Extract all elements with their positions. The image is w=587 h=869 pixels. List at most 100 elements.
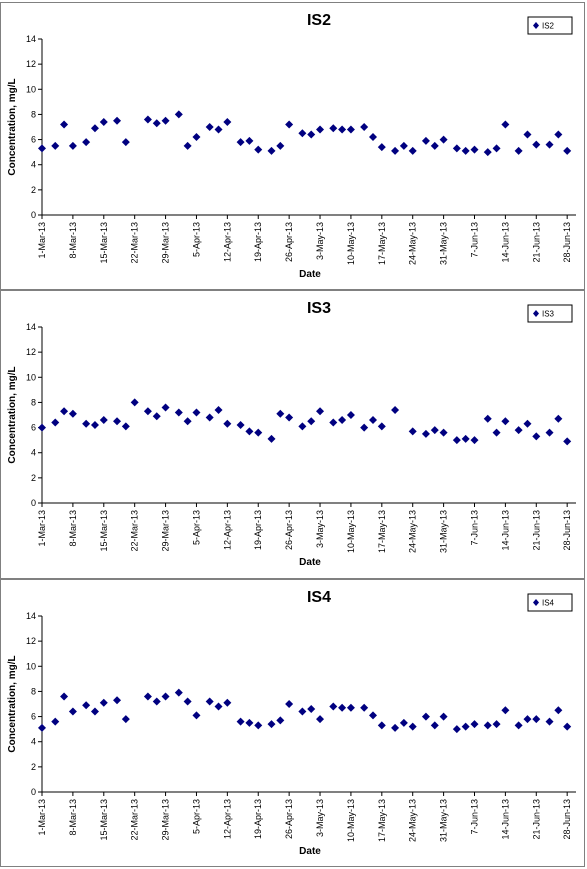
data-point (183, 417, 192, 426)
x-axis-label: Date (299, 269, 321, 280)
data-point (51, 141, 60, 150)
data-point (421, 712, 430, 721)
data-point (391, 146, 400, 155)
data-point (554, 130, 563, 139)
data-point (346, 411, 355, 419)
x-tick-label: 12-Apr-13 (222, 222, 232, 262)
x-tick-label: 7-Jun-13 (469, 799, 479, 835)
x-tick-label: 5-Apr-13 (191, 799, 201, 834)
y-tick-label: 6 (31, 135, 36, 145)
chart-panel-is4: IS4 IS4 0 2 4 6 8 10 12 14 1-Mar-13 8-Mar-13 15-Mar-… (0, 579, 585, 867)
data-point (360, 703, 369, 712)
x-tick-label: 26-Apr-13 (284, 222, 294, 262)
y-tick-label: 6 (31, 423, 36, 433)
data-point (329, 418, 338, 427)
y-tick-label: 4 (31, 448, 36, 458)
x-tick-label: 14-Jun-13 (500, 222, 510, 263)
data-point (223, 698, 232, 707)
data-point (68, 409, 77, 418)
data-point (408, 722, 417, 731)
chart-is3: IS3 IS3 0 2 4 6 8 10 12 14 1-Mar-13 8-Mar-13 15-Mar-… (7, 300, 576, 568)
y-tick-label: 4 (31, 737, 36, 747)
data-point (174, 110, 183, 119)
x-tick-label: 1-Mar-13 (37, 799, 47, 836)
data-point (285, 413, 294, 422)
y-tick-label: 2 (31, 762, 36, 772)
x-tick-label: 3-May-13 (315, 799, 325, 837)
x-tick-label: 22-Mar-13 (130, 799, 140, 841)
data-point (514, 146, 523, 155)
chart-is4: IS4 IS4 0 2 4 6 8 10 12 14 1-Mar-13 8-Mar-13 15-Mar-… (7, 589, 576, 857)
data-point (399, 718, 408, 727)
data-point (329, 702, 338, 711)
x-tick-label: 5-Apr-13 (191, 222, 201, 257)
data-point (430, 426, 439, 435)
x-tick-label: 8-Mar-13 (68, 799, 78, 836)
data-point (113, 417, 122, 426)
data-point (121, 715, 130, 724)
y-tick-label: 2 (31, 473, 36, 483)
x-tick-label: 5-Apr-13 (191, 510, 201, 545)
data-point (245, 718, 254, 727)
data-point (368, 133, 377, 142)
data-point (223, 117, 232, 126)
data-point (470, 145, 479, 154)
x-tick-label: 17-May-13 (377, 222, 387, 265)
x-tick-label: 14-Jun-13 (500, 510, 510, 551)
x-tick-label: 17-May-13 (377, 510, 387, 553)
data-point (377, 422, 386, 431)
data-point (501, 417, 510, 426)
x-tick-label: 19-Apr-13 (253, 510, 263, 550)
data-point (60, 120, 69, 129)
data-point (346, 703, 355, 712)
data-point (214, 405, 223, 414)
data-point (90, 707, 99, 716)
data-point (377, 721, 386, 730)
data-point (99, 117, 108, 126)
chart-title: IS3 (307, 300, 331, 317)
data-point (391, 723, 400, 732)
data-point (298, 707, 307, 716)
legend-label: IS3 (542, 310, 555, 319)
data-point (377, 143, 386, 152)
data-point (143, 407, 152, 416)
data-point (492, 144, 501, 153)
x-tick-label: 26-Apr-13 (284, 799, 294, 839)
data-point (545, 717, 554, 726)
data-point (461, 434, 470, 443)
data-point (532, 432, 541, 441)
data-point (408, 146, 417, 155)
y-tick-label: 4 (31, 160, 36, 170)
data-point (338, 416, 347, 425)
x-tick-label: 31-May-13 (439, 222, 449, 265)
y-tick-label: 14 (26, 322, 36, 332)
data-point (68, 707, 77, 716)
data-point (316, 407, 325, 416)
data-point (223, 419, 232, 428)
data-point (554, 706, 563, 715)
data-point (130, 398, 139, 407)
x-tick-label: 12-Apr-13 (222, 510, 232, 550)
data-point (532, 140, 541, 149)
data-point (439, 135, 448, 144)
data-point (421, 136, 430, 145)
y-tick-label: 12 (26, 636, 36, 646)
data-point (452, 144, 461, 153)
data-point (545, 140, 554, 149)
data-point (267, 146, 276, 155)
data-point (316, 125, 325, 134)
x-tick-label: 8-Mar-13 (68, 510, 78, 547)
data-point (143, 692, 152, 701)
data-point (90, 421, 99, 430)
data-point (38, 144, 46, 153)
data-point (143, 115, 152, 124)
data-point (483, 721, 492, 730)
x-axis-label: Date (299, 557, 321, 568)
chart-is2: IS2 IS2 0 2 4 6 8 10 12 14 1-Mar-13 8-Mar-13 15-Mar-… (7, 12, 576, 280)
data-point (514, 426, 523, 435)
data-point (152, 412, 161, 421)
data-point (82, 701, 91, 710)
data-point (192, 711, 201, 720)
y-tick-label: 10 (26, 84, 36, 94)
data-point (68, 141, 77, 150)
